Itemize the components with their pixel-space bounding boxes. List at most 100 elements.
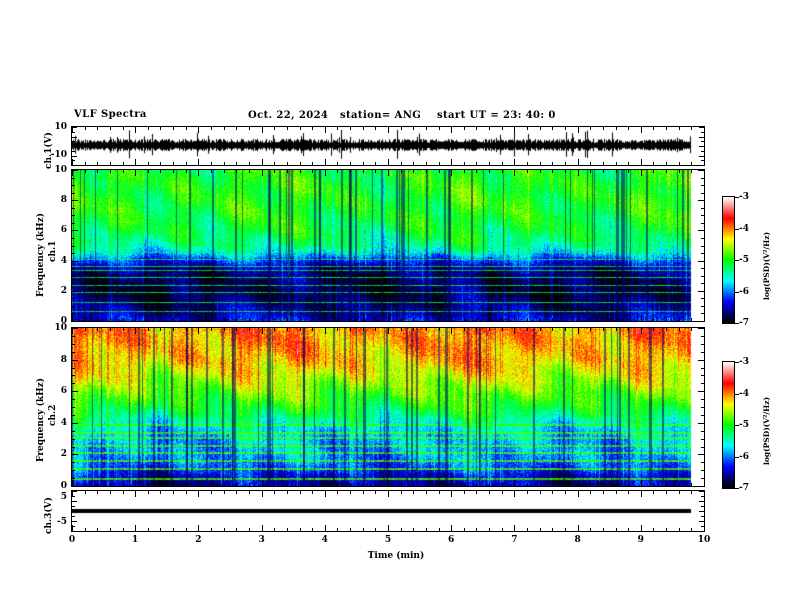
x-tick-mark [363, 491, 364, 494]
x-tick-mark [590, 528, 591, 531]
x-tick-mark [135, 491, 136, 497]
x-tick-mark [489, 528, 490, 531]
y-tick-mark [699, 491, 704, 492]
x-axis-tick-0: 0 [68, 535, 76, 545]
colorbar-tick-mark [735, 488, 739, 489]
x-tick-mark [300, 483, 301, 486]
x-tick-mark [97, 127, 98, 130]
x-tick-mark [325, 315, 326, 321]
x-tick-mark [413, 491, 414, 494]
y-tick-mark [72, 439, 75, 440]
x-tick-mark [300, 491, 301, 494]
colorbar-1-tick--3: -3 [739, 192, 749, 202]
ch2-freq-tick-8: 8 [60, 354, 67, 365]
x-tick-mark [148, 162, 149, 165]
y-tick-mark [72, 501, 77, 502]
x-tick-mark [603, 170, 604, 173]
x-tick-mark [540, 491, 541, 494]
x-tick-mark [249, 483, 250, 486]
x-tick-mark [666, 328, 667, 331]
x-tick-mark [401, 318, 402, 321]
x-tick-mark [135, 328, 136, 334]
y-tick-mark [701, 368, 704, 369]
x-tick-mark [262, 491, 263, 497]
x-tick-mark [552, 318, 553, 321]
x-tick-mark [274, 528, 275, 531]
y-tick-mark [72, 511, 77, 512]
x-tick-mark [439, 318, 440, 321]
y-tick-mark [72, 391, 78, 392]
x-tick-mark [274, 170, 275, 173]
x-axis-tick-8: 8 [574, 535, 581, 545]
x-tick-mark [211, 127, 212, 130]
x-tick-mark [439, 528, 440, 531]
y-tick-mark [72, 193, 75, 194]
x-tick-mark [375, 328, 376, 331]
x-tick-mark [198, 328, 199, 334]
y-tick-mark [701, 208, 704, 209]
y-tick-mark [72, 521, 77, 522]
x-tick-mark [641, 170, 642, 176]
x-tick-mark [616, 127, 617, 130]
x-tick-mark [679, 483, 680, 486]
x-tick-mark [148, 127, 149, 130]
x-tick-mark [704, 480, 705, 486]
ch1-wave-tick-bottom: -10 [50, 150, 67, 160]
x-tick-mark [186, 162, 187, 165]
y-tick-mark [699, 146, 704, 147]
x-tick-mark [173, 483, 174, 486]
x-tick-mark [540, 318, 541, 321]
x-tick-mark [540, 483, 541, 486]
x-tick-mark [426, 483, 427, 486]
x-tick-mark [628, 528, 629, 531]
colorbar-ch2-gradient [723, 362, 734, 488]
x-tick-mark [401, 127, 402, 130]
x-tick-mark [262, 328, 263, 334]
x-axis-tick-7: 7 [511, 535, 518, 545]
ch1-freq-tick-2: 2 [60, 285, 67, 296]
x-tick-mark [464, 528, 465, 531]
x-tick-mark [375, 528, 376, 531]
x-tick-mark [590, 162, 591, 165]
y-tick-mark [72, 215, 75, 216]
x-tick-mark [363, 127, 364, 130]
x-tick-mark [186, 328, 187, 331]
y-tick-mark [72, 238, 75, 239]
y-tick-mark [72, 165, 77, 166]
x-tick-mark [426, 170, 427, 173]
x-tick-mark [312, 170, 313, 173]
x-tick-mark [401, 170, 402, 173]
y-tick-mark [72, 246, 75, 247]
y-tick-mark [701, 431, 704, 432]
colorbar-1-tick--7: -7 [739, 318, 749, 328]
y-tick-mark [701, 415, 704, 416]
x-tick-mark [325, 328, 326, 334]
x-tick-mark [590, 318, 591, 321]
x-tick-mark [97, 483, 98, 486]
x-tick-mark [236, 127, 237, 130]
x-tick-mark [160, 318, 161, 321]
x-tick-mark [426, 318, 427, 321]
x-tick-mark [451, 491, 452, 497]
x-tick-mark [160, 170, 161, 173]
colorbar-2-tick--3: -3 [739, 357, 749, 367]
x-tick-mark [388, 159, 389, 165]
y-tick-mark [698, 200, 704, 201]
y-tick-mark [701, 253, 704, 254]
x-tick-mark [565, 318, 566, 321]
x-tick-mark [236, 162, 237, 165]
x-tick-mark [110, 127, 111, 130]
y-tick-mark [701, 375, 704, 376]
x-tick-mark [565, 170, 566, 173]
y-tick-mark [72, 336, 75, 337]
x-tick-mark [578, 525, 579, 531]
x-tick-mark [540, 528, 541, 531]
x-tick-mark [641, 328, 642, 334]
x-axis-tick-9: 9 [637, 535, 644, 545]
x-tick-mark [287, 491, 288, 494]
x-tick-mark [325, 480, 326, 486]
x-tick-mark [97, 491, 98, 494]
x-tick-mark [413, 170, 414, 173]
x-tick-mark [123, 328, 124, 331]
x-tick-mark [603, 127, 604, 130]
